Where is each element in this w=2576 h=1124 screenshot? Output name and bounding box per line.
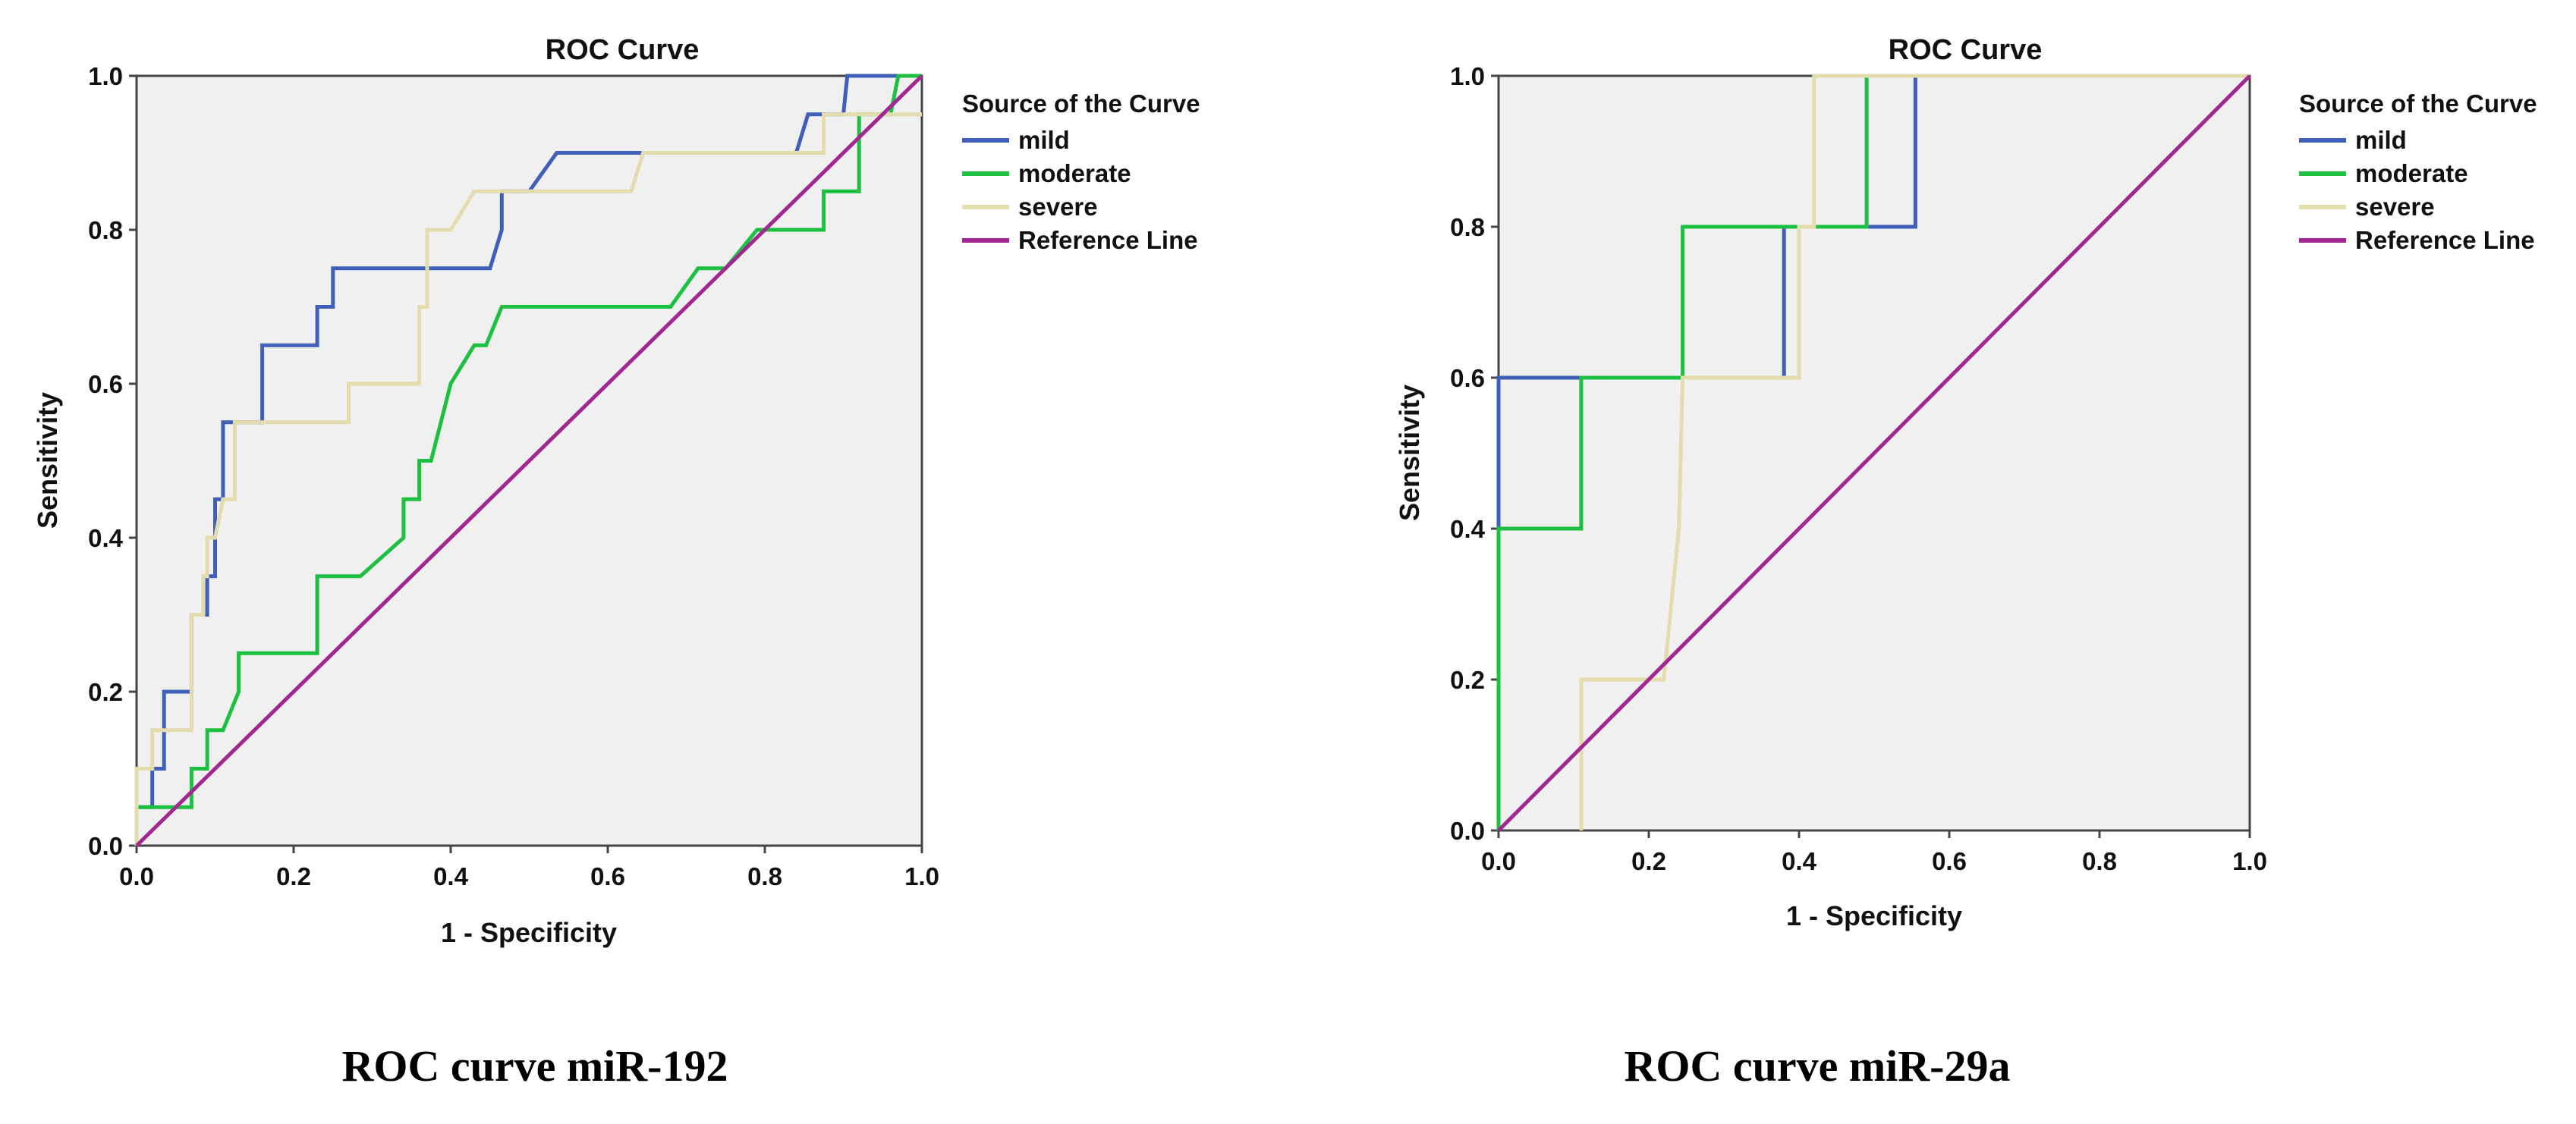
series-line-moderate	[134, 74, 922, 846]
y-tick-label: 0.4	[1450, 515, 1486, 543]
figure-caption: ROC curve miR-192	[341, 1041, 728, 1091]
y-tick-label: 1.0	[88, 62, 123, 90]
legend-label-severe: severe	[2355, 193, 2435, 221]
x-axis-label: 1 - Specificity	[441, 917, 617, 948]
y-tick-label: 0.6	[1450, 364, 1485, 392]
roc-chart-mir-192: ROC Curve 1 - Specificity Sensitivity 0.…	[32, 34, 1200, 1091]
y-tick-label: 0.6	[88, 370, 123, 398]
x-tick-label: 0.2	[276, 862, 311, 890]
figure-caption: ROC curve miR-29a	[1624, 1041, 2010, 1091]
legend-label-mild: mild	[1018, 126, 1070, 154]
x-tick-label: 0.8	[2082, 847, 2117, 875]
series-line-reference-line	[135, 74, 923, 847]
y-axis-label: Sensitivity	[32, 392, 63, 529]
legend-label-moderate: moderate	[1018, 159, 1131, 187]
y-tick-label: 0.0	[1450, 817, 1485, 845]
y-tick-label: 0.4	[88, 524, 124, 552]
series-line-reference-line	[1497, 74, 2251, 832]
legend-label-mild: mild	[2355, 126, 2407, 154]
x-tick-label: 0.6	[590, 862, 625, 890]
axis-ticks: 0.0 0.2 0.4 0.6 0.8 1.0 0.0 0.2 0.4 0.6 0.8 1.0	[88, 62, 939, 890]
legend-label-severe: severe	[1018, 193, 1098, 221]
legend-label-reference-line: Reference Line	[1018, 226, 1198, 254]
legend: Source of the Curve mild moderate severe Re…	[2299, 89, 2537, 254]
x-tick-label: 1.0	[904, 862, 939, 890]
x-tick-label: 0.4	[1782, 847, 1817, 875]
series-lines	[134, 74, 923, 847]
y-tick-label: 0.8	[1450, 213, 1485, 241]
series-line-severe	[1579, 74, 2250, 830]
legend-label-moderate: moderate	[2355, 159, 2468, 187]
y-tick-label: 0.2	[88, 678, 123, 706]
x-tick-label: 0.8	[747, 862, 782, 890]
x-tick-label: 1.0	[2232, 847, 2267, 875]
y-axis-label: Sensitivity	[1394, 385, 1425, 521]
y-tick-label: 0.0	[88, 832, 123, 860]
series-lines	[1496, 74, 2251, 832]
x-axis-label: 1 - Specificity	[1786, 900, 1962, 931]
series-line-severe	[134, 112, 922, 846]
x-tick-label: 0.0	[1481, 847, 1516, 875]
x-tick-label: 0.4	[433, 862, 469, 890]
roc-chart-mir-29a: ROC Curve 1 - Specificity Sensitivity 0.…	[1394, 34, 2537, 1091]
axis-ticks: 0.0 0.2 0.4 0.6 0.8 1.0 0.0 0.2 0.4 0.6 0.8 1.0	[1450, 62, 2267, 875]
legend: Source of the Curve mild moderate severe Re…	[962, 89, 1200, 254]
x-tick-label: 0.2	[1631, 847, 1666, 875]
chart-title: ROC Curve	[546, 34, 700, 66]
legend-title: Source of the Curve	[2299, 89, 2537, 118]
x-tick-label: 0.0	[119, 862, 154, 890]
y-tick-label: 0.2	[1450, 666, 1485, 694]
x-tick-label: 0.6	[1932, 847, 1967, 875]
legend-label-reference-line: Reference Line	[2355, 226, 2535, 254]
y-tick-label: 0.8	[88, 216, 123, 244]
legend-title: Source of the Curve	[962, 89, 1200, 118]
chart-title: ROC Curve	[1889, 34, 2043, 66]
y-tick-label: 1.0	[1450, 62, 1485, 90]
